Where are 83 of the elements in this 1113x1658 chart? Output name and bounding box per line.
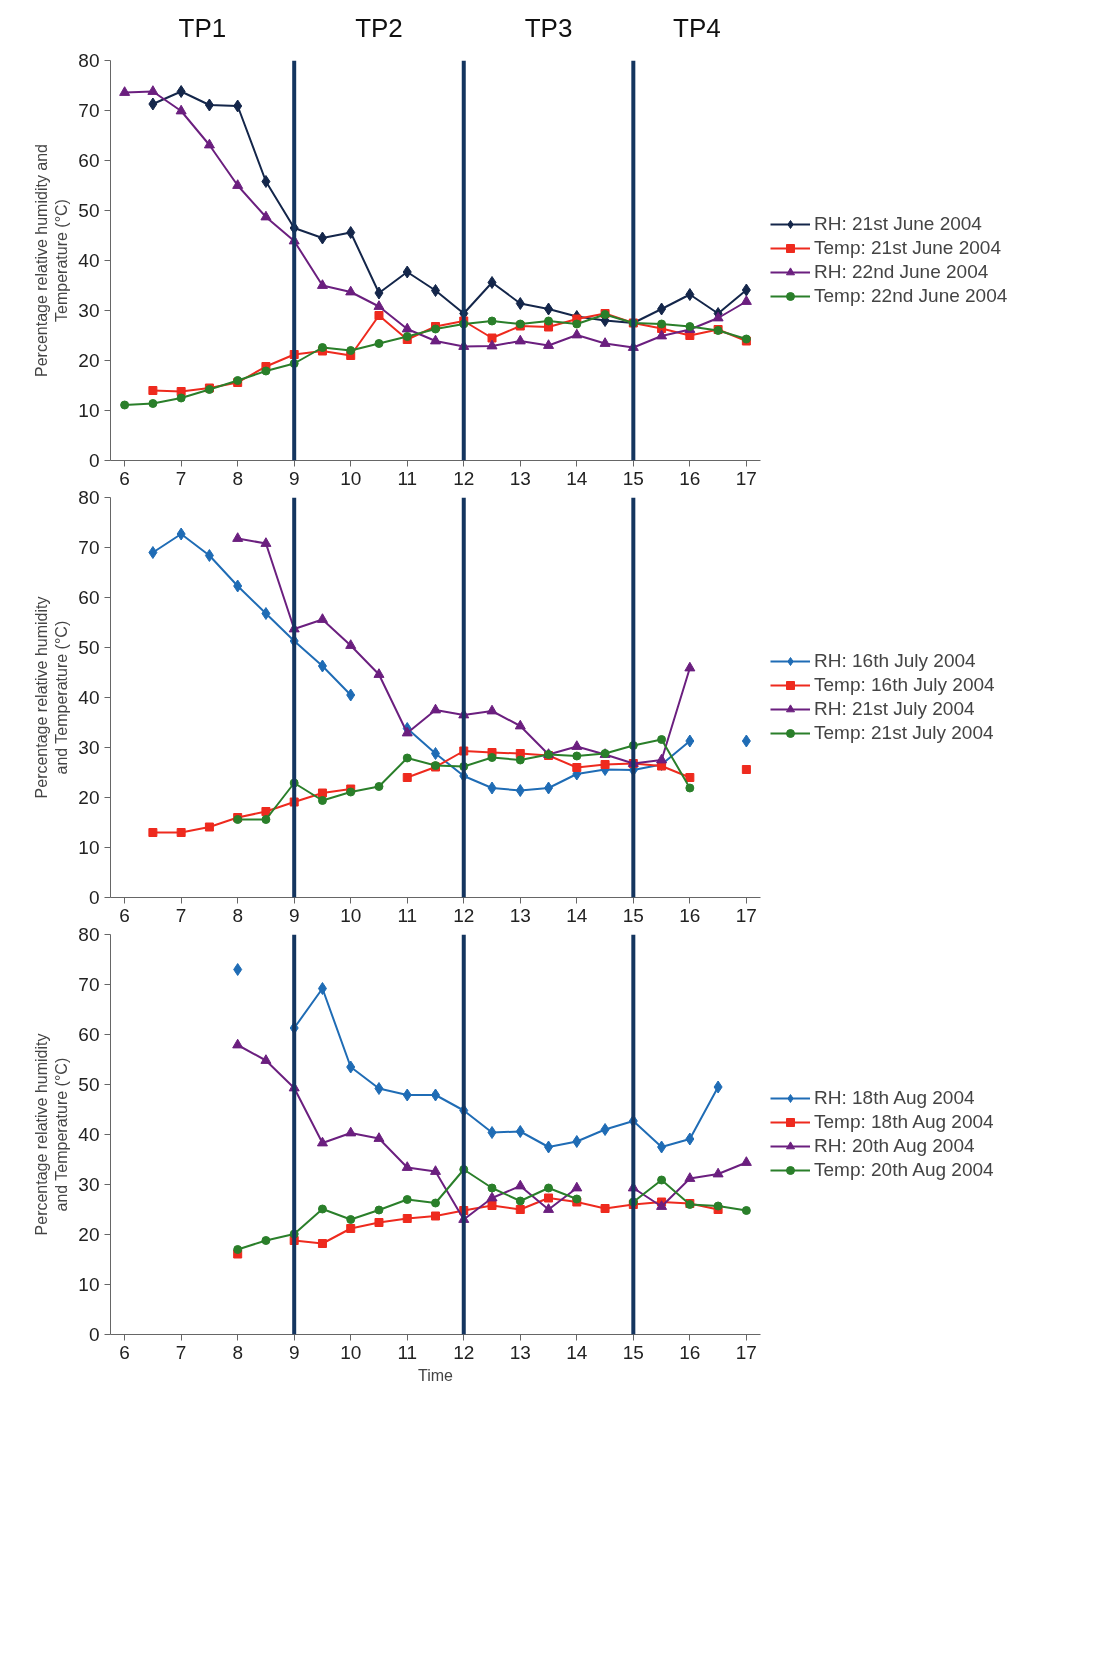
y-tick-label: 50: [78, 637, 100, 658]
x-tick-label: 12: [453, 904, 475, 926]
x-tick-label: 10: [340, 467, 362, 489]
x-tick-label: 10: [340, 904, 362, 926]
legend-label: RH: 20th Aug 2004: [814, 1135, 976, 1157]
y-tick-label: 0: [88, 450, 100, 471]
legend-label: RH: 21st July 2004: [814, 698, 976, 720]
y-tick-label: 40: [78, 687, 100, 708]
x-axis-title: Time: [418, 1366, 454, 1384]
x-tick-label: 9: [288, 467, 300, 489]
y-tick-label: 70: [78, 537, 100, 558]
y-tick-label: 20: [78, 787, 100, 808]
y-tick-label: 10: [78, 837, 100, 858]
x-tick-label: 16: [679, 467, 701, 489]
legend-label: RH: 22nd June 2004: [814, 261, 990, 283]
y-tick-label: 80: [78, 50, 100, 71]
x-tick-label: 13: [509, 467, 531, 489]
y-tick-label: 0: [88, 1324, 100, 1345]
x-tick-label: 16: [679, 1341, 701, 1363]
y-tick-label: 10: [78, 400, 100, 421]
x-tick-label: 11: [397, 467, 418, 489]
x-tick-label: 8: [232, 904, 243, 926]
text: TP4: [673, 13, 721, 43]
legend-label: RH: 16th July 2004: [814, 650, 977, 672]
text: TP2: [355, 13, 403, 43]
x-tick-label: 12: [453, 467, 475, 489]
x-tick-label: 15: [622, 1341, 644, 1363]
x-tick-label: 17: [735, 904, 757, 926]
x-tick-label: 14: [566, 1341, 588, 1363]
y-tick-label: 50: [78, 1074, 100, 1095]
x-tick-label: 8: [232, 467, 243, 489]
y-tick-label: 70: [78, 100, 100, 121]
y-tick-label: 30: [78, 300, 100, 321]
y-tick-label: 60: [78, 587, 100, 608]
y-tick-label: 20: [78, 1224, 100, 1245]
x-tick-label: 13: [509, 904, 531, 926]
x-tick-label: 7: [175, 467, 187, 489]
x-tick-label: 15: [622, 904, 644, 926]
legend-label: Temp: 21st July 2004: [814, 722, 995, 744]
x-tick-label: 15: [622, 467, 644, 489]
y-tick-label: 70: [78, 974, 100, 995]
legend-label: Temp: 21st June 2004: [814, 237, 1002, 259]
y-axis-title: Percentage relative humidity and Temperature (°C): [32, 596, 71, 799]
y-tick-label: 80: [78, 924, 100, 945]
legend-label: RH: 18th Aug 2004: [814, 1087, 976, 1109]
legend-label: Temp: 16th July 2004: [814, 674, 996, 696]
legend-label: Temp: 20th Aug 2004: [814, 1159, 995, 1181]
x-tick-label: 6: [119, 904, 130, 926]
y-tick-label: 50: [78, 200, 100, 221]
x-tick-label: 6: [119, 467, 130, 489]
text: TP3: [524, 13, 573, 43]
x-tick-label: 17: [735, 467, 757, 489]
x-tick-label: 13: [509, 1341, 531, 1363]
y-tick-label: 30: [78, 737, 100, 758]
y-axis-title: Percentage relative humidity and Temperature (°C): [32, 1033, 71, 1236]
x-tick-label: 16: [679, 904, 701, 926]
x-tick-label: 7: [175, 904, 187, 926]
x-tick-label: 6: [119, 1341, 130, 1363]
x-tick-label: 17: [735, 1341, 757, 1363]
y-tick-label: 60: [78, 1024, 100, 1045]
y-tick-label: 20: [78, 350, 100, 371]
text: TP1: [178, 13, 227, 43]
x-tick-label: 12: [453, 1341, 475, 1363]
y-tick-label: 60: [78, 150, 100, 171]
y-axis-title: Percentage relative humidity and Temperature (°C): [32, 143, 71, 378]
x-tick-label: 14: [566, 904, 588, 926]
legend-label: Temp: 22nd June 2004: [814, 285, 1009, 307]
legend-label: RH: 21st June 2004: [814, 213, 983, 235]
y-tick-label: 80: [78, 487, 100, 508]
y-tick-label: 0: [88, 887, 100, 908]
y-tick-label: 40: [78, 250, 100, 271]
x-tick-label: 14: [566, 467, 588, 489]
x-tick-label: 11: [397, 904, 418, 926]
y-tick-label: 30: [78, 1174, 100, 1195]
y-tick-label: 10: [78, 1274, 100, 1295]
x-tick-label: 9: [288, 1341, 300, 1363]
y-tick-label: 40: [78, 1124, 100, 1145]
x-tick-label: 7: [175, 1341, 187, 1363]
legend-label: Temp: 18th Aug 2004: [814, 1111, 995, 1133]
x-tick-label: 10: [340, 1341, 362, 1363]
x-tick-label: 9: [288, 904, 300, 926]
x-tick-label: 11: [397, 1341, 418, 1363]
x-tick-label: 8: [232, 1341, 243, 1363]
